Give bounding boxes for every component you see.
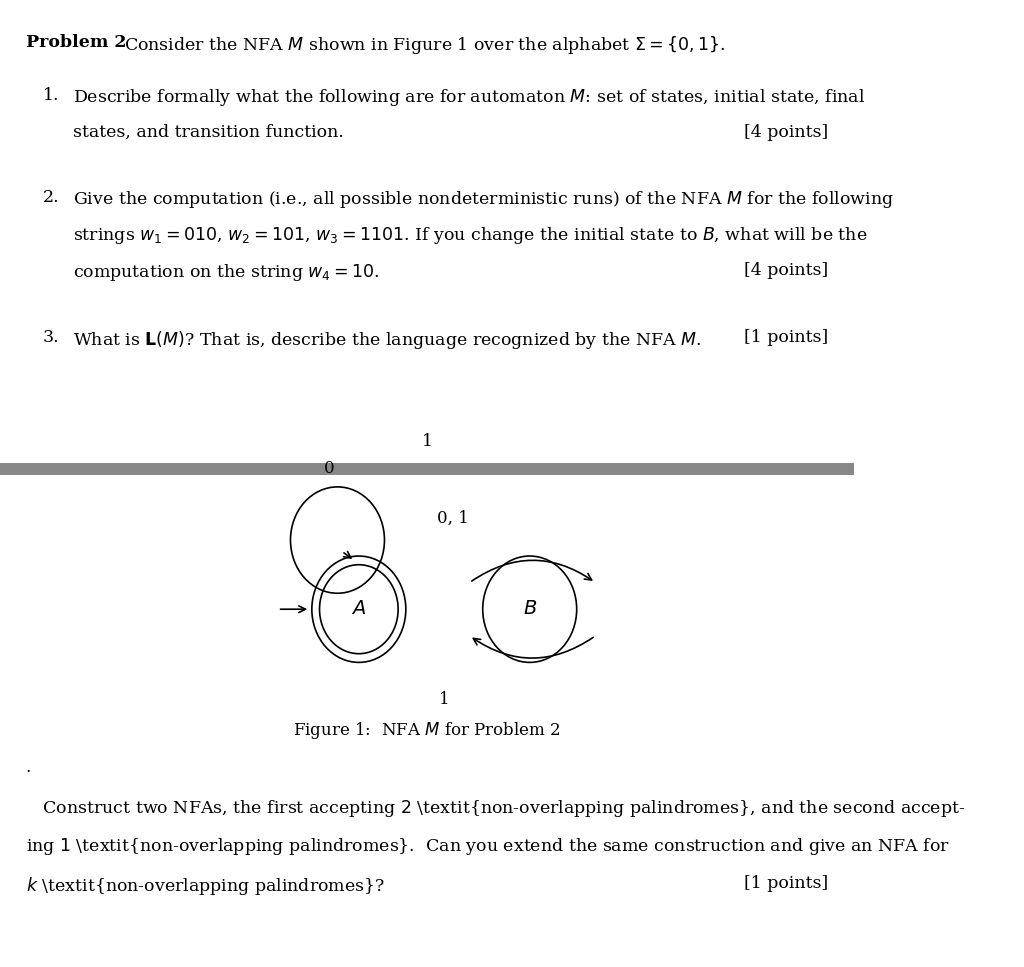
Text: 3.: 3. xyxy=(43,329,59,346)
Text: strings $w_1 = 010$, $w_2 = 101$, $w_3 = 1101$. If you change the initial state : strings $w_1 = 010$, $w_2 = 101$, $w_3 =… xyxy=(73,225,867,247)
Text: 1: 1 xyxy=(439,691,450,709)
Text: 1.: 1. xyxy=(43,87,59,104)
Text: 0: 0 xyxy=(324,460,334,478)
Text: [4 points]: [4 points] xyxy=(744,124,828,141)
Text: 1: 1 xyxy=(422,432,433,450)
Text: [4 points]: [4 points] xyxy=(744,262,828,279)
Text: .: . xyxy=(26,759,31,777)
FancyBboxPatch shape xyxy=(0,463,854,475)
Text: Give the computation (i.e., all possible nondeterministic runs) of the NFA $M$ f: Give the computation (i.e., all possible… xyxy=(73,189,894,210)
Text: Problem 2: Problem 2 xyxy=(26,34,138,51)
Text: ing $1$ \textit{non-overlapping palindromes}.  Can you extend the same construct: ing $1$ \textit{non-overlapping palindro… xyxy=(26,836,949,858)
Text: 0, 1: 0, 1 xyxy=(437,510,469,527)
Text: Consider the NFA $M$ shown in Figure 1 over the alphabet $\Sigma = \{0, 1\}$.: Consider the NFA $M$ shown in Figure 1 o… xyxy=(124,34,726,56)
FancyArrowPatch shape xyxy=(473,637,593,659)
Text: $k$ \textit{non-overlapping palindromes}?: $k$ \textit{non-overlapping palindromes}… xyxy=(26,875,385,897)
Text: Describe formally what the following are for automaton $M$: set of states, initi: Describe formally what the following are… xyxy=(73,87,865,108)
Text: $A$: $A$ xyxy=(351,601,367,618)
Text: states, and transition function.: states, and transition function. xyxy=(73,124,343,141)
Text: What is $\mathbf{L}(M)$? That is, describe the language recognized by the NFA $M: What is $\mathbf{L}(M)$? That is, descri… xyxy=(73,329,701,351)
Text: $B$: $B$ xyxy=(522,601,537,618)
Text: Construct two NFAs, the first accepting $2$ \textit{non-overlapping palindromes}: Construct two NFAs, the first accepting … xyxy=(26,798,965,819)
Text: computation on the string $w_4 = 10$.: computation on the string $w_4 = 10$. xyxy=(73,262,379,283)
Text: Figure 1:  NFA $M$ for Problem 2: Figure 1: NFA $M$ for Problem 2 xyxy=(294,720,561,742)
FancyArrowPatch shape xyxy=(472,560,592,581)
Text: 2.: 2. xyxy=(43,189,59,206)
Text: [1 points]: [1 points] xyxy=(744,329,828,346)
Text: [1 points]: [1 points] xyxy=(744,875,828,893)
